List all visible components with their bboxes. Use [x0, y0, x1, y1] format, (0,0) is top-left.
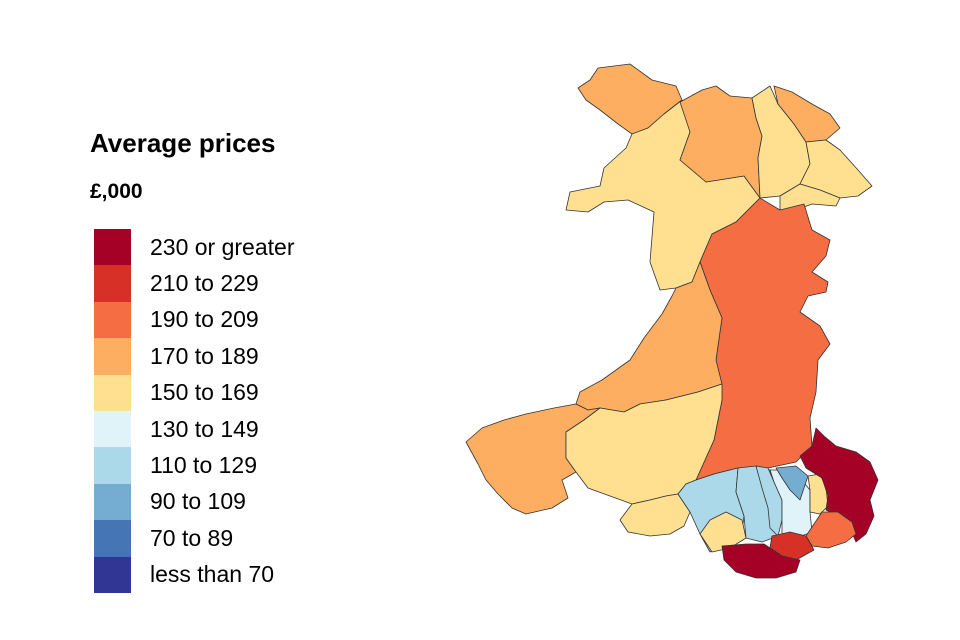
map-region	[799, 139, 873, 199]
map-region	[699, 511, 747, 553]
legend-item: less than 70	[94, 556, 294, 593]
map-region	[575, 261, 723, 413]
legend-item: 130 to 149	[94, 410, 294, 448]
legend-item: 110 to 129	[94, 447, 294, 484]
map-region	[775, 465, 809, 501]
legend-item: 230 or greater	[94, 229, 295, 266]
legend-title: Average prices	[90, 128, 276, 158]
legend-item: 90 to 109	[94, 483, 294, 521]
legend-label: 110 to 129	[150, 452, 258, 479]
legend-item: 170 to 189	[94, 338, 294, 375]
legend-item: 190 to 209	[94, 301, 294, 339]
legend-swatch	[94, 483, 131, 521]
map-region	[619, 493, 691, 537]
legend-label: less than 70	[150, 561, 275, 588]
legend-swatch	[94, 338, 131, 375]
legend-label: 210 to 229	[150, 270, 259, 297]
legend-swatch	[94, 229, 131, 266]
legend: 230 or greater 210 to 229 190 to 209 170…	[94, 229, 294, 593]
legend-item: 150 to 169	[94, 374, 294, 411]
legend-label: 190 to 209	[150, 306, 259, 333]
legend-label: 70 to 89	[150, 524, 234, 551]
legend-label: 130 to 149	[150, 415, 259, 442]
legend-label: 230 or greater	[150, 233, 295, 260]
legend-subtitle: £,000	[90, 180, 143, 203]
map-region	[773, 85, 841, 143]
legend-label: 150 to 169	[150, 379, 259, 406]
legend-swatch	[94, 265, 131, 302]
legend-label: 170 to 189	[150, 342, 259, 369]
legend-swatch	[94, 301, 131, 339]
legend-swatch	[94, 556, 131, 593]
legend-swatch	[94, 520, 131, 557]
legend-swatch	[94, 410, 131, 448]
map-region	[721, 543, 801, 579]
map-region	[755, 465, 783, 537]
legend-swatch	[94, 447, 131, 484]
legend-label: 90 to 109	[150, 488, 246, 515]
legend-item: 70 to 89	[94, 520, 294, 557]
legend-item: 210 to 229	[94, 265, 294, 302]
map-region	[799, 427, 879, 543]
legend-swatch	[94, 374, 131, 411]
